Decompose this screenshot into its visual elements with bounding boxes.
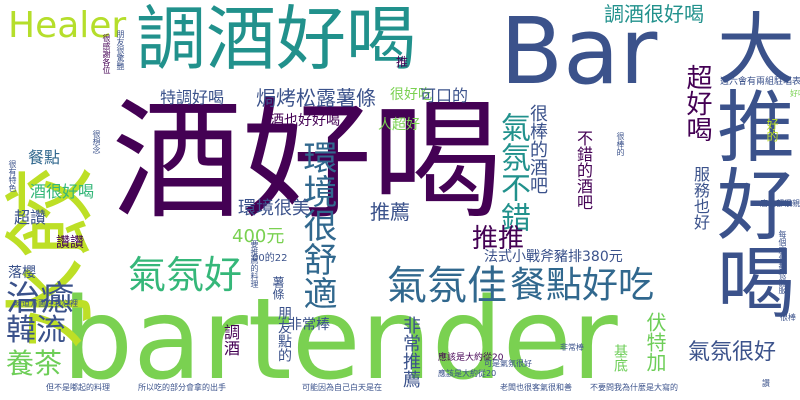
word: 超讚: [14, 208, 47, 227]
word: 應該是大約從20: [438, 353, 504, 363]
word: 所以吃的部分會拿的出手: [138, 383, 226, 392]
word: 非常棒: [288, 317, 330, 333]
word: 很感謝各位: [102, 34, 111, 74]
word: Healer: [8, 5, 127, 46]
word: 但不是嘟起的料理: [46, 383, 110, 392]
word: 推薦: [370, 200, 410, 224]
word: 調酒好喝: [136, 0, 416, 80]
word: 酒也好好喝: [270, 113, 340, 129]
word: 可能因為自己白天是在: [302, 383, 382, 392]
word: Bar: [500, 0, 658, 105]
word: 氣氛很好: [688, 340, 777, 365]
word: 環境很舒適: [297, 140, 337, 310]
word: 讚讚: [56, 235, 84, 251]
word: 不錯的酒吧: [574, 130, 593, 210]
word: 每個座位都很舒服: [778, 230, 787, 294]
word: 氣氛好: [128, 253, 243, 297]
word: 餐點: [28, 148, 61, 167]
word: 酒好喝: [112, 85, 503, 237]
word: 店員都很親切: [760, 199, 800, 208]
word: 氣氛不錯: [495, 112, 530, 232]
word: 非常推薦: [400, 316, 421, 388]
word: 餐點好吃: [510, 265, 655, 306]
word: 非常棒: [560, 343, 584, 352]
word: 很想念: [92, 130, 101, 154]
word: 很棒: [780, 313, 796, 322]
word: 焗烤松露薯條: [256, 86, 376, 110]
word: 服務也好: [691, 166, 710, 230]
word: 味道方面在我心裡: [14, 299, 78, 308]
word: 應該是大約從20: [438, 369, 497, 378]
word: 韓流: [6, 313, 66, 348]
word: 氣氛佳: [387, 263, 507, 309]
word: 推: [396, 55, 409, 69]
word: 落櫻: [8, 265, 36, 281]
word: 很有特色: [8, 160, 17, 192]
word: 不要問我為什麼是大寫的: [590, 383, 678, 392]
word: 環境很美: [238, 198, 310, 219]
word: 朋友點的: [276, 306, 292, 362]
word: 法式小戰斧豬排380元: [484, 249, 623, 265]
word: 很棒的: [616, 132, 625, 156]
word: 調酒: [221, 324, 240, 356]
word: 要推薦的料理: [250, 240, 259, 288]
word: 很棒的酒吧: [527, 104, 548, 194]
word: 推推: [472, 224, 525, 254]
word: bartender: [62, 275, 618, 400]
word: 調酒很好喝: [604, 2, 704, 26]
word: 朋友很驚艷: [116, 30, 125, 70]
word: 特調好喝: [160, 88, 225, 107]
word: 酒很好喝: [30, 182, 95, 201]
word: 養茶: [6, 347, 63, 380]
word: 基底: [612, 344, 628, 372]
word: 大推好喝: [704, 8, 794, 320]
word: 很好吃: [390, 87, 432, 103]
word: 伏特加: [643, 312, 667, 372]
word: 週六會有兩組駐唱表演: [720, 77, 800, 87]
word: 好的: [765, 118, 779, 142]
word: 400元: [232, 226, 285, 247]
word: 薯條: [271, 276, 285, 300]
word: 人超好: [378, 117, 420, 133]
word: 可口的: [420, 86, 469, 105]
word: 好喝: [790, 89, 800, 98]
word: 讚: [762, 379, 770, 388]
word: 老闆也很客氣很和善: [500, 383, 572, 392]
word: 00的22: [252, 253, 288, 264]
word: 超好喝: [682, 64, 712, 142]
word: 治癒: [6, 279, 74, 319]
word: 可是氣氛很好: [484, 359, 532, 368]
